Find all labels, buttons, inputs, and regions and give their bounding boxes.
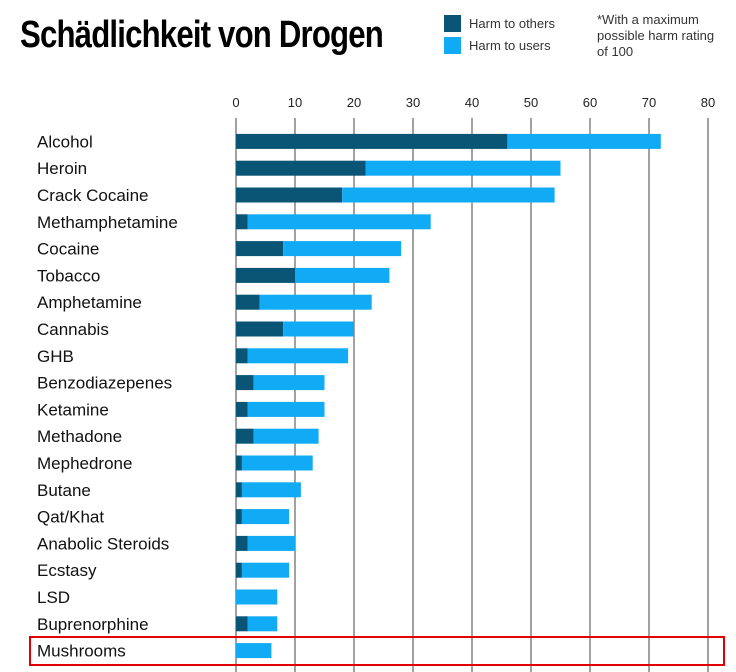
category-label-alcohol: Alcohol [37, 132, 93, 151]
bar-ecstasy-harm-to-users [241, 562, 290, 578]
x-tick-label: 10 [288, 95, 302, 110]
category-label-methadone: Methadone [37, 427, 122, 446]
legend-label-harm-to-users: Harm to users [469, 37, 551, 53]
bar-alcohol-harm-to-others [236, 133, 508, 149]
bar-amphetamine-harm-to-users [259, 294, 372, 310]
bar-cocaine-harm-to-others [236, 241, 284, 257]
bar-buprenorphine-harm-to-others [236, 616, 248, 632]
bar-tobacco-harm-to-others [236, 267, 295, 283]
bar-methamphetamine-harm-to-others [236, 214, 248, 230]
category-label-qat-khat: Qat/Khat [37, 508, 104, 527]
bar-mephedrone-harm-to-others [236, 455, 242, 471]
bar-mephedrone-harm-to-users [241, 455, 313, 471]
category-label-ketamine: Ketamine [37, 400, 109, 419]
x-tick-label: 80 [701, 95, 715, 110]
category-label-crack-cocaine: Crack Cocaine [37, 186, 149, 205]
footnote: *With a maximum possible harm rating of … [597, 12, 715, 59]
bar-alcohol-harm-to-users [507, 133, 661, 149]
legend-swatch-harm-to-users [444, 36, 461, 54]
bar-cannabis-harm-to-users [283, 321, 354, 337]
bar-ketamine-harm-to-users [247, 401, 325, 417]
bar-methadone-harm-to-others [236, 428, 254, 444]
legend-item-harm-to-users: Harm to users [444, 34, 555, 56]
bar-ghb-harm-to-others [236, 348, 248, 364]
category-label-ecstasy: Ecstasy [37, 561, 97, 580]
category-label-lsd: LSD [37, 588, 70, 607]
legend-swatch-harm-to-others [444, 14, 461, 32]
category-label-ghb: GHB [37, 347, 74, 366]
bar-benzodiazepenes-harm-to-users [253, 375, 325, 391]
highlight-box-mushrooms [29, 636, 725, 666]
category-label-methamphetamine: Methamphetamine [37, 213, 178, 232]
category-label-amphetamine: Amphetamine [37, 293, 142, 312]
bar-cocaine-harm-to-users [283, 241, 402, 257]
category-label-anabolic-steroids: Anabolic Steroids [37, 534, 169, 553]
bar-qat-khat-harm-to-users [241, 509, 290, 525]
category-label-benzodiazepenes: Benzodiazepenes [37, 374, 172, 393]
x-tick-label: 50 [524, 95, 538, 110]
x-tick-label: 20 [347, 95, 361, 110]
x-tick-label: 0 [232, 95, 239, 110]
bar-butane-harm-to-users [241, 482, 301, 498]
bar-qat-khat-harm-to-others [236, 509, 242, 525]
bar-anabolic-steroids-harm-to-others [236, 535, 248, 551]
bar-methadone-harm-to-users [253, 428, 319, 444]
category-label-cannabis: Cannabis [37, 320, 109, 339]
bar-amphetamine-harm-to-others [236, 294, 260, 310]
bar-anabolic-steroids-harm-to-users [247, 535, 295, 551]
legend-label-harm-to-others: Harm to others [469, 15, 555, 31]
bar-heroin-harm-to-others [236, 160, 366, 176]
chart-title: Schädlichkeit von Drogen [20, 14, 384, 56]
bar-tobacco-harm-to-users [295, 267, 390, 283]
bar-ecstasy-harm-to-others [236, 562, 242, 578]
x-tick-label: 30 [406, 95, 420, 110]
bar-heroin-harm-to-users [365, 160, 561, 176]
bar-ketamine-harm-to-others [236, 401, 248, 417]
legend-item-harm-to-others: Harm to others [444, 12, 555, 34]
category-label-mushrooms: Mushrooms [37, 642, 126, 661]
bar-crack-cocaine-harm-to-users [342, 187, 555, 203]
x-tick-label: 70 [642, 95, 656, 110]
bar-buprenorphine-harm-to-users [247, 616, 278, 632]
category-label-mephedrone: Mephedrone [37, 454, 132, 473]
category-label-cocaine: Cocaine [37, 240, 99, 259]
bar-butane-harm-to-others [236, 482, 242, 498]
bar-ghb-harm-to-users [247, 348, 349, 364]
x-tick-label: 40 [465, 95, 479, 110]
category-label-tobacco: Tobacco [37, 266, 100, 285]
bar-cannabis-harm-to-others [236, 321, 284, 337]
legend: Harm to others Harm to users [444, 12, 555, 56]
category-label-buprenorphine: Buprenorphine [37, 615, 149, 634]
bar-lsd-harm-to-users [236, 589, 278, 605]
category-label-heroin: Heroin [37, 159, 87, 178]
bar-methamphetamine-harm-to-users [247, 214, 431, 230]
bar-mushrooms-harm-to-users [236, 643, 272, 659]
category-label-butane: Butane [37, 481, 91, 500]
bar-benzodiazepenes-harm-to-others [236, 375, 254, 391]
x-tick-label: 60 [583, 95, 597, 110]
bar-crack-cocaine-harm-to-others [236, 187, 343, 203]
